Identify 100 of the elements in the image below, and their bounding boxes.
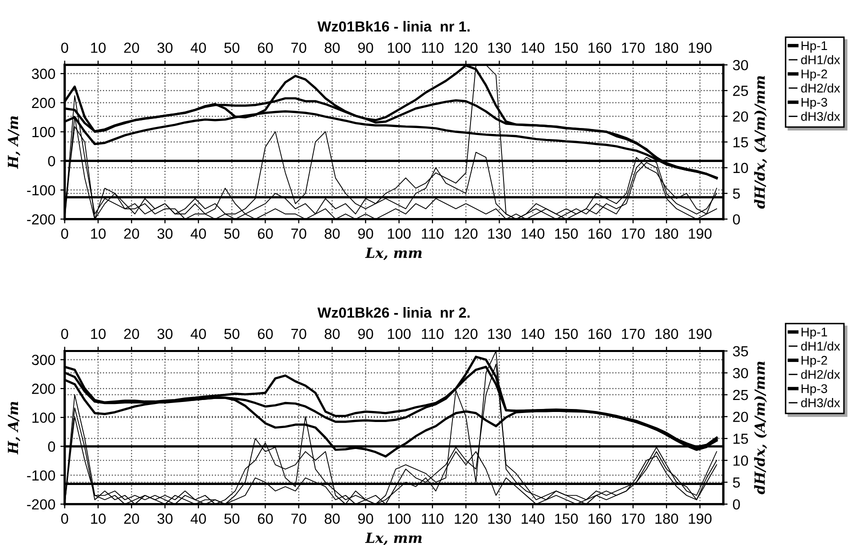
y-tick-label: -100 xyxy=(27,470,56,481)
legend-label: dH1/dx xyxy=(801,341,840,351)
x-tick-label: 40 xyxy=(190,514,206,524)
x2-tick-label: 120 xyxy=(454,328,478,340)
y-tick-label: 100 xyxy=(32,126,56,138)
y2-tick-label: 35 xyxy=(732,346,748,356)
x-axis-title: Lx, mm xyxy=(365,532,422,545)
legend-label: Hp-3 xyxy=(802,98,828,110)
x-axis-title: Lx, mm xyxy=(365,248,422,260)
x2-tick-label: 100 xyxy=(388,328,411,340)
y-axis-title: H, A/m xyxy=(8,402,20,455)
x-tick-label: 190 xyxy=(688,514,712,524)
y2-tick-label: 5 xyxy=(732,188,740,199)
y2-tick-label: 5 xyxy=(732,478,740,488)
x2-tick-label: 20 xyxy=(124,328,140,340)
x-tick-label: 20 xyxy=(124,514,140,524)
x2-tick-label: 60 xyxy=(258,42,273,53)
x2-tick-label: 80 xyxy=(324,42,340,53)
x2-tick-label: 150 xyxy=(555,42,578,53)
x-tick-label: 80 xyxy=(324,228,340,239)
x-tick-label: 50 xyxy=(224,228,240,239)
y2-tick-label: 10 xyxy=(733,162,748,174)
y2-tick-label: 20 xyxy=(733,111,748,122)
x-tick-label: 10 xyxy=(91,514,106,524)
y-tick-label: 200 xyxy=(32,384,56,394)
y-tick-label: 0 xyxy=(48,156,56,166)
x-tick-label: 0 xyxy=(61,514,68,524)
chart-title: Wz01Bk16 - linia nr 1. xyxy=(317,20,470,32)
y-tick-label: -200 xyxy=(27,499,56,510)
x2-tick-label: 60 xyxy=(258,328,273,340)
x-tick-label: 140 xyxy=(522,514,544,524)
x2-tick-label: 90 xyxy=(358,42,374,53)
x-tick-label: 130 xyxy=(488,228,511,239)
x2-tick-label: 70 xyxy=(291,42,306,53)
x-tick-label: 20 xyxy=(124,228,140,239)
legend-label: dH2/dx xyxy=(801,83,840,93)
x-tick-label: 100 xyxy=(388,228,411,239)
x-tick-label: 60 xyxy=(258,514,273,524)
x2-tick-label: 160 xyxy=(588,328,612,340)
x2-tick-label: 130 xyxy=(488,42,511,53)
y2-tick-label: 15 xyxy=(733,137,748,148)
x2-tick-label: 30 xyxy=(157,42,173,53)
x-tick-label: 150 xyxy=(555,514,578,524)
x2-tick-label: 10 xyxy=(91,328,106,340)
x2-tick-label: 190 xyxy=(688,328,712,340)
x2-tick-label: 140 xyxy=(522,42,544,53)
x2-tick-label: 160 xyxy=(588,42,612,53)
x-tick-label: 160 xyxy=(588,514,612,524)
y2-tick-label: 0 xyxy=(732,499,740,510)
x-tick-label: 90 xyxy=(358,514,374,524)
y-tick-label: 200 xyxy=(32,98,56,108)
x-tick-label: 180 xyxy=(655,514,678,524)
x2-tick-label: 80 xyxy=(324,328,340,340)
x-tick-label: 140 xyxy=(522,228,544,239)
legend-label: Hp-1 xyxy=(802,41,828,53)
x-tick-label: 100 xyxy=(388,514,411,524)
x2-tick-label: 180 xyxy=(655,328,678,340)
x-tick-label: 30 xyxy=(157,228,173,239)
x-tick-label: 60 xyxy=(258,228,273,239)
legend-label: Hp-2 xyxy=(802,70,828,81)
x2-tick-label: 0 xyxy=(61,328,68,340)
x-tick-label: 70 xyxy=(291,514,306,524)
x-tick-label: 110 xyxy=(422,514,444,524)
legend-label: Hp-2 xyxy=(802,356,828,368)
x-tick-label: 150 xyxy=(555,228,578,239)
x2-tick-label: 110 xyxy=(422,328,444,340)
y-tick-label: -200 xyxy=(27,214,56,225)
y2-tick-label: 25 xyxy=(733,86,748,96)
x2-tick-label: 190 xyxy=(688,42,712,53)
x2-tick-label: 110 xyxy=(422,42,444,53)
y-axis-title: H, A/m xyxy=(8,116,20,169)
x2-tick-label: 100 xyxy=(388,42,411,53)
x2-tick-label: 170 xyxy=(622,328,645,340)
x2-tick-label: 130 xyxy=(488,328,511,340)
y2-tick-label: 0 xyxy=(732,214,740,225)
x-tick-label: 30 xyxy=(157,514,173,524)
x2-tick-label: 90 xyxy=(358,328,374,340)
y2-tick-label: 30 xyxy=(732,60,748,70)
legend-label: Hp-1 xyxy=(802,328,828,339)
x-tick-label: 10 xyxy=(91,228,106,239)
x2-tick-label: 120 xyxy=(454,42,478,53)
x2-tick-label: 40 xyxy=(190,42,206,53)
legend-label: dH3/dx xyxy=(801,398,840,408)
x-tick-label: 120 xyxy=(454,228,478,239)
x-tick-label: 180 xyxy=(655,228,678,239)
x2-tick-label: 70 xyxy=(291,328,306,340)
y2-tick-label: 30 xyxy=(732,368,748,378)
x2-tick-label: 40 xyxy=(190,328,206,340)
x2-tick-label: 140 xyxy=(522,328,544,340)
y2-tick-label: 15 xyxy=(733,434,748,444)
y-tick-label: 300 xyxy=(32,68,56,80)
x2-tick-label: 50 xyxy=(224,328,240,340)
x2-tick-label: 170 xyxy=(622,42,645,53)
x-tick-label: 0 xyxy=(61,228,68,239)
legend-label: dH1/dx xyxy=(801,55,840,64)
x-tick-label: 130 xyxy=(488,514,511,524)
x-tick-label: 80 xyxy=(324,514,340,524)
x-tick-label: 170 xyxy=(622,228,645,239)
x-tick-label: 40 xyxy=(190,228,206,239)
x2-tick-label: 30 xyxy=(157,328,173,340)
